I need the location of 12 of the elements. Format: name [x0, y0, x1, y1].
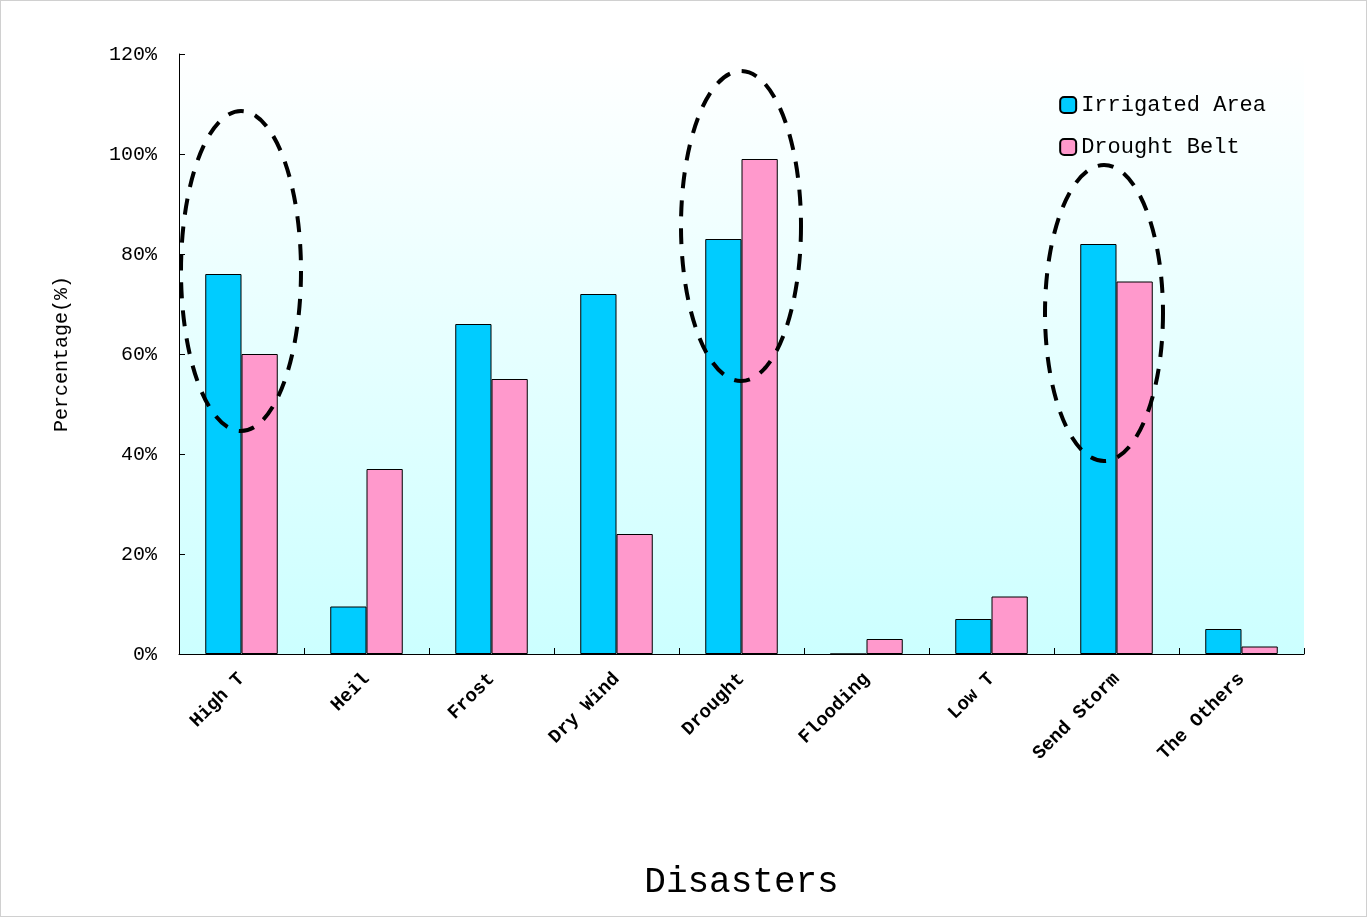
y-tick-label: 80% [120, 242, 158, 266]
x-axis-title: Disasters [644, 861, 839, 903]
x-tick-label: Low T [943, 668, 1000, 725]
y-tick-label: 100% [108, 142, 158, 166]
legend-label: Drought Belt [1081, 134, 1240, 160]
y-tick-label: 60% [120, 342, 158, 366]
y-tick-label: 120% [108, 42, 158, 66]
y-tick-label: 20% [120, 542, 158, 566]
y-axis-title: Percentage(%) [49, 275, 73, 433]
y-tick-label: 40% [120, 442, 158, 466]
legend-label: Irrigated Area [1081, 92, 1267, 118]
y-tick-label: 0% [132, 642, 158, 666]
